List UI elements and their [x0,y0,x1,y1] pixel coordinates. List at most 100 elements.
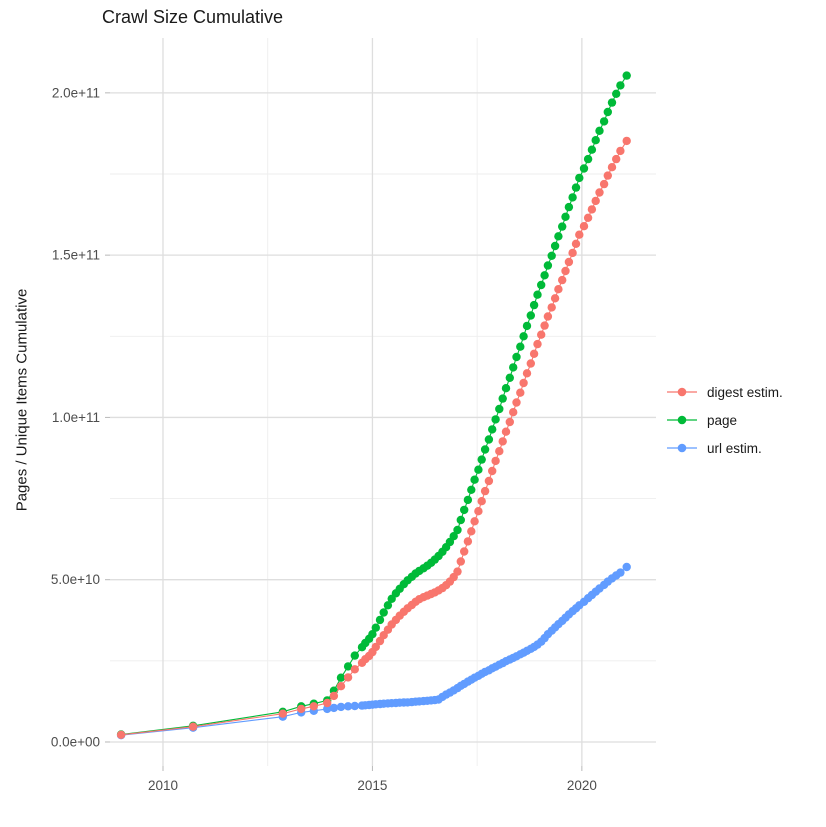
y-tick-label: 1.0e+11 [52,410,100,425]
data-point-page [467,485,476,494]
data-point-page [607,98,617,107]
data-point-page [533,290,542,299]
data-point-digest-estim [547,303,556,312]
data-point-digest-estim [616,146,625,156]
data-point-page [595,126,604,135]
data-point-page [368,630,377,639]
data-point-digest-estim [329,691,339,701]
legend-key-icon [667,387,697,397]
series-digest-estim [116,136,631,739]
data-point-page [484,435,494,444]
data-point-page [529,300,539,310]
data-point-digest-estim [336,682,346,691]
data-point-page [495,404,504,414]
x-tick-label: 2010 [148,778,178,793]
legend-key-icon [667,443,697,453]
data-point-digest-estim [467,527,476,536]
data-point-digest-estim [526,359,535,368]
data-point-digest-estim [599,179,609,189]
y-tick-label: 0.0e+00 [51,734,100,749]
data-point-page [583,154,593,164]
x-tick-label: 2020 [567,778,597,793]
data-point-digest-estim [533,339,542,349]
data-point-page [505,373,514,382]
data-point-page [383,601,393,610]
data-point-digest-estim [495,447,504,456]
data-point-page [568,193,577,202]
data-point-page [350,651,359,660]
data-point-digest-estim [561,266,570,276]
data-point-page [526,311,535,320]
y-tick-label: 2.0e+11 [52,85,100,100]
data-point-page [612,89,621,99]
data-point-digest-estim [188,722,198,731]
data-point-digest-estim [460,547,469,556]
data-point-digest-estim [568,248,577,258]
data-point-digest-estim [477,497,486,506]
data-point-page [616,81,625,90]
data-point-page [488,425,497,434]
data-point-page [547,251,556,260]
data-point-digest-estim [484,476,494,486]
data-point-page [509,363,518,372]
data-point-digest-estim [537,330,546,339]
data-point-digest-estim [554,285,563,294]
data-point-digest-estim [278,709,287,718]
data-point-url-estim [329,703,339,713]
data-point-digest-estim [622,136,631,146]
data-point-digest-estim [583,213,593,222]
data-point-page [575,173,584,183]
data-point-digest-estim [505,417,514,427]
data-point-page [470,475,479,484]
data-point-page [550,241,560,251]
y-tick-label: 1.5e+11 [52,248,100,263]
data-point-url-estim [616,568,625,577]
data-point-page [540,271,549,280]
data-point-page [449,532,458,541]
legend-label: page [707,412,738,428]
data-point-digest-estim [491,456,500,466]
data-point-url-estim [323,704,332,714]
data-point-digest-estim [595,188,604,197]
data-point-digest-estim [309,702,318,711]
data-point-page [474,465,483,474]
data-point-digest-estim [522,369,532,378]
data-point-page [558,222,567,231]
data-point-digest-estim [509,408,518,417]
chart-title: Crawl Size Cumulative [102,7,284,27]
legend: digest estim. page url estim. [666,378,783,462]
data-point-page [587,145,597,154]
data-point-page [622,71,631,80]
data-point-url-estim [343,702,353,711]
data-point-digest-estim [350,665,359,674]
data-point-page [599,117,609,126]
legend-label: url estim. [707,440,762,456]
data-point-digest-estim [603,171,612,180]
data-point-digest-estim [612,154,621,164]
data-point-page [512,352,521,362]
data-point-digest-estim [453,567,462,576]
data-point-page [456,515,465,525]
data-point-page [498,394,507,403]
data-point-digest-estim [571,239,581,248]
data-point-digest-estim [540,321,549,330]
data-point-digest-estim [607,163,617,172]
data-point-digest-estim [575,230,584,239]
data-point-digest-estim [529,349,539,358]
data-point-page [571,183,581,192]
data-point-page [522,321,532,331]
data-point-digest-estim [297,704,306,714]
data-point-page [501,384,511,393]
legend-label: digest estim. [707,384,783,400]
data-point-page [477,455,486,464]
legend-key-icon [667,415,697,425]
data-point-page [591,136,600,145]
legend-item-url-estim: url estim. [666,434,783,462]
data-point-digest-estim [480,486,490,496]
data-point-page [554,232,563,241]
data-point-digest-estim [516,388,525,397]
data-point-page [463,495,473,505]
data-point-url-estim [336,702,346,712]
data-point-page [537,280,546,290]
data-point-page [453,525,462,535]
